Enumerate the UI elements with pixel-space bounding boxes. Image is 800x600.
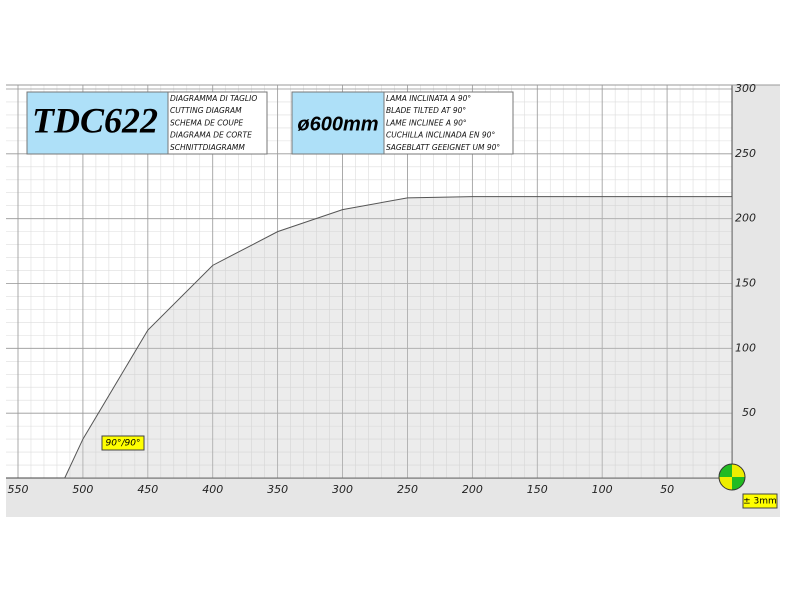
header-line: SCHEMA DE COUPE xyxy=(170,118,243,127)
header-line: BLADE TILTED AT 90° xyxy=(386,106,466,115)
header-line: SCHNITTDIAGRAMM xyxy=(170,143,245,152)
icon-part xyxy=(732,464,745,477)
header-line: LAME INCLINEE A 90° xyxy=(386,118,467,127)
header-line: SAGEBLATT GEEIGNET UM 90° xyxy=(386,143,500,152)
marks xyxy=(64,196,732,479)
tolerance-icon xyxy=(718,463,746,491)
blade-size: ø600mm xyxy=(297,113,378,135)
y-tick-label: 100 xyxy=(735,341,756,354)
y-tick-label: 300 xyxy=(735,82,756,95)
header-line: CUCHILLA INCLINADA EN 90° xyxy=(386,131,495,140)
header-line: CUTTING DIAGRAM xyxy=(170,106,242,115)
icon-ring xyxy=(718,463,746,491)
header-line: DIAGRAMA DE CORTE xyxy=(170,131,252,140)
tolerance-box xyxy=(742,493,778,509)
chart-title: TDC622 xyxy=(32,100,158,140)
labels: 550 500 450 400 350 300 250 200 150 100 50 50 100 150… xyxy=(8,82,757,496)
icon-part xyxy=(719,464,732,477)
header-box: TDC622 ø600mm xyxy=(26,91,514,155)
x-tick-label: 250 xyxy=(397,483,418,496)
x-tick-label: 400 xyxy=(202,483,223,496)
tolerance: ± 3mm xyxy=(743,497,777,507)
y-tick-label: 50 xyxy=(742,406,756,419)
x-tick-label: 350 xyxy=(267,483,288,496)
x-tick-label: 450 xyxy=(137,483,158,496)
icon-part xyxy=(732,477,745,490)
x-tick-label: 550 xyxy=(8,483,29,496)
y-tick-label: 150 xyxy=(735,277,756,290)
x-tick-label: 150 xyxy=(527,483,548,496)
header-line: LAMA INCLINATA A 90° xyxy=(386,94,471,103)
annotation: 90°/90° xyxy=(106,439,141,449)
x-tick-label: 100 xyxy=(592,483,613,496)
x-tick-label: 500 xyxy=(72,483,93,496)
annotation-box xyxy=(101,435,145,451)
x-tick-label: 50 xyxy=(660,483,674,496)
x-tick-label: 200 xyxy=(462,483,483,496)
box xyxy=(26,91,169,155)
line xyxy=(64,196,732,479)
box xyxy=(291,91,385,155)
icon-part xyxy=(719,477,732,490)
y-tick-label: 250 xyxy=(735,147,756,160)
area xyxy=(64,196,732,478)
x-tick-label: 300 xyxy=(332,483,353,496)
header-line: DIAGRAMMA DI TAGLIO xyxy=(170,94,257,103)
y-tick-label: 200 xyxy=(735,212,756,225)
